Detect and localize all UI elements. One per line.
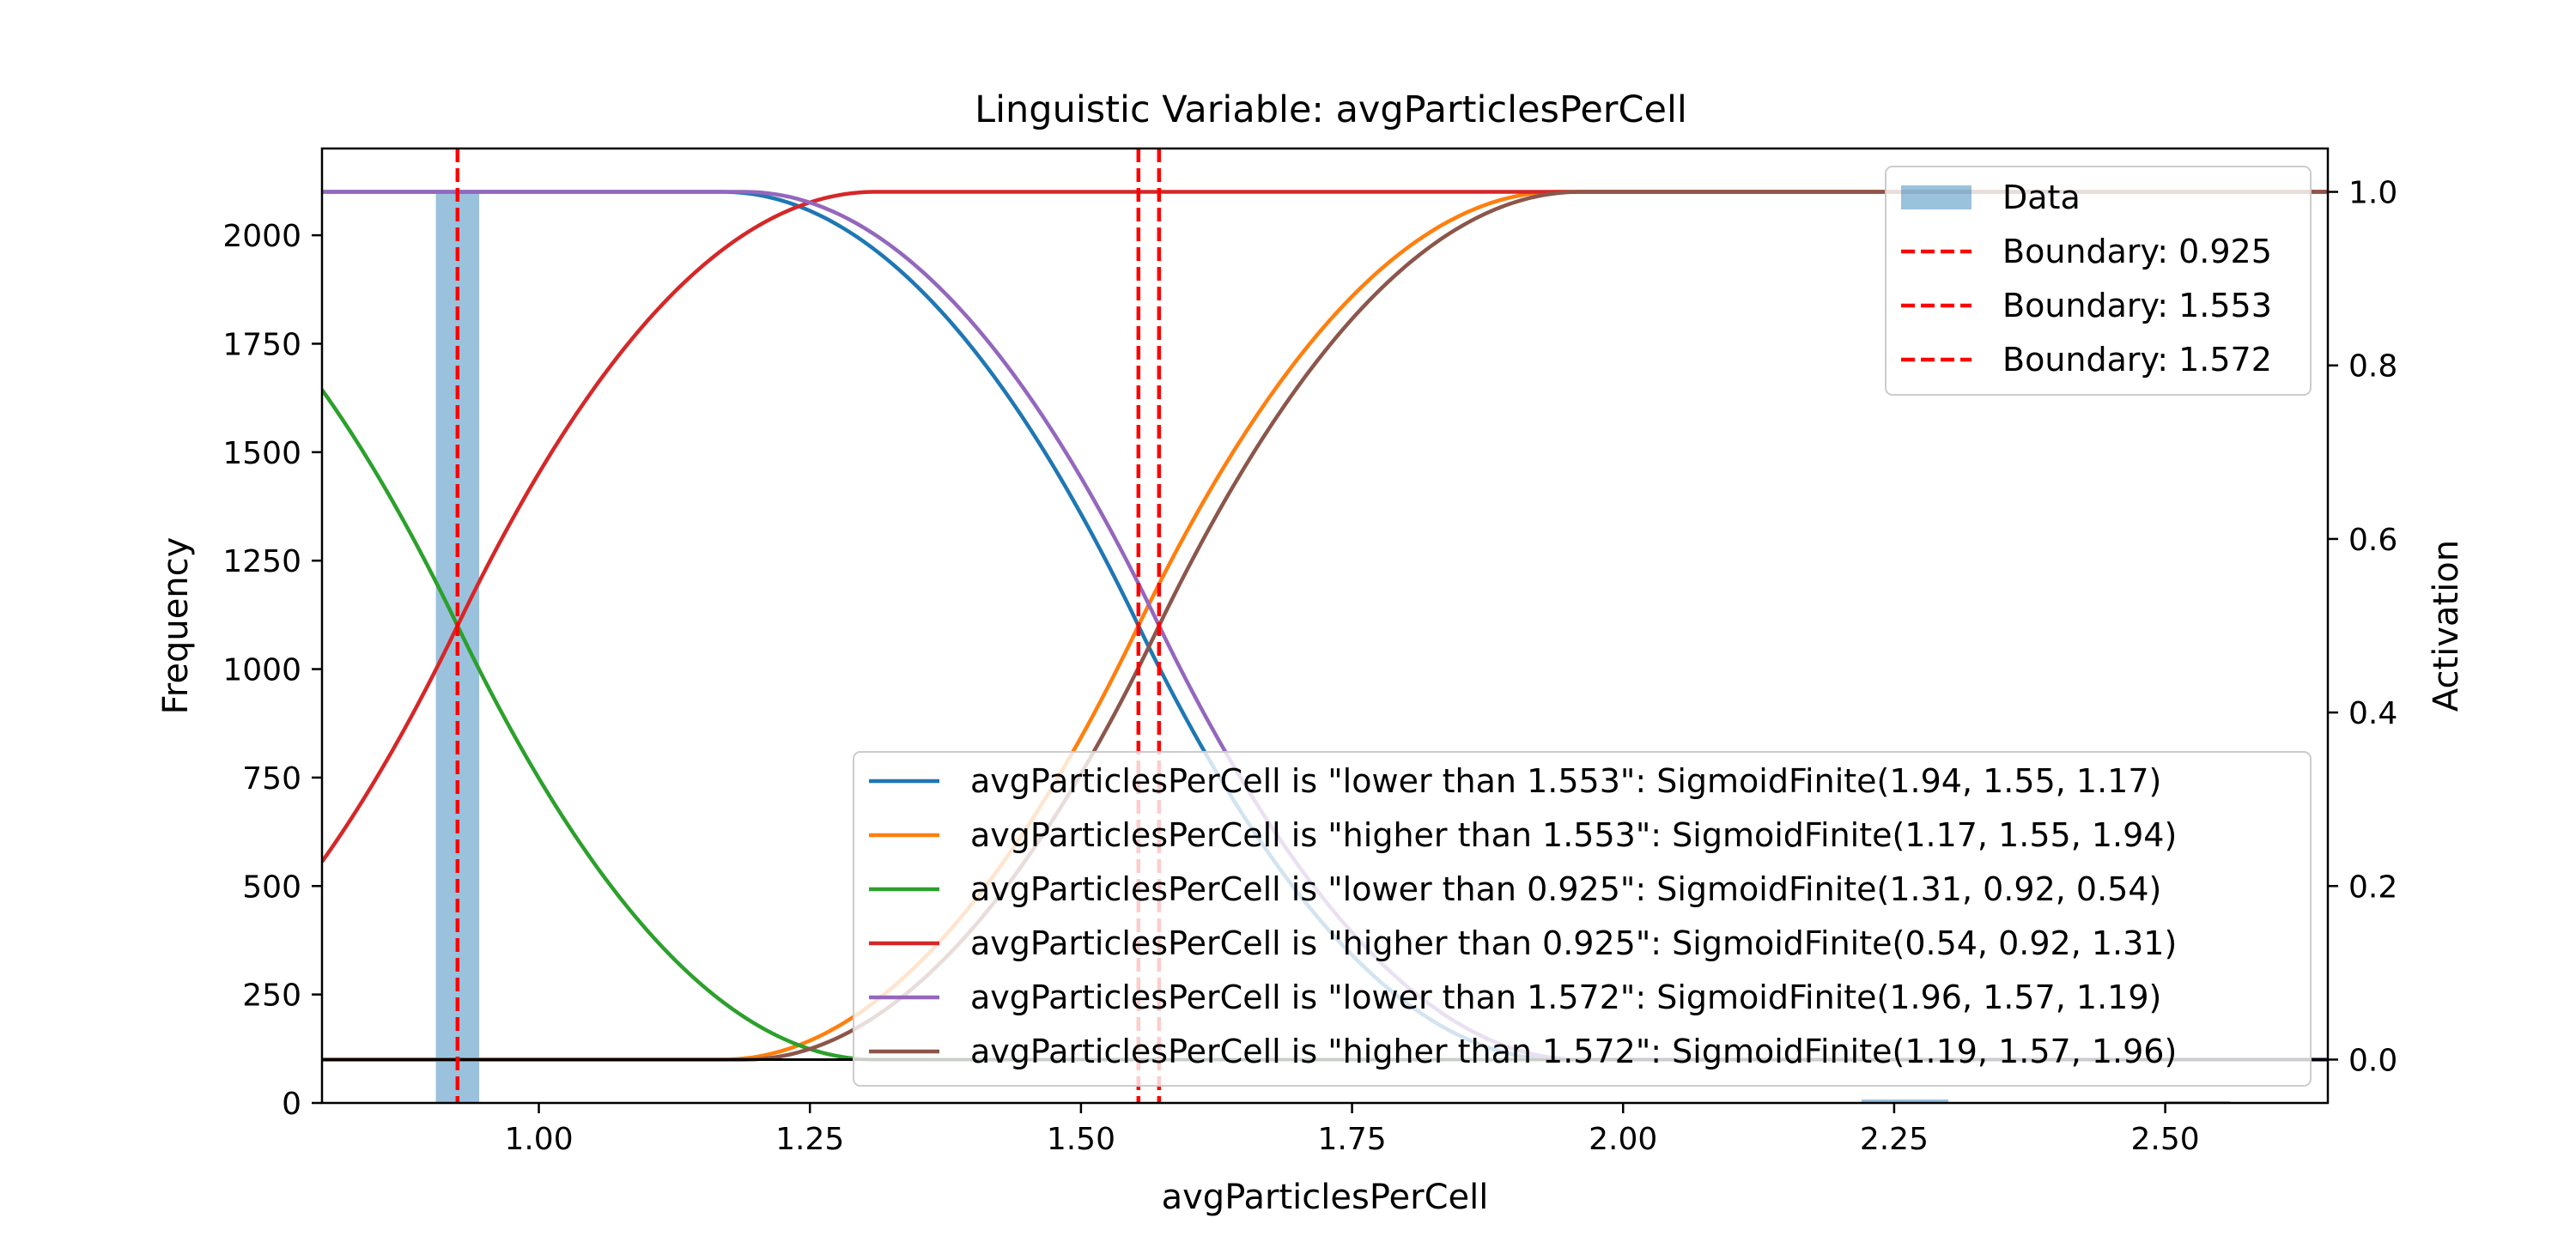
y2-tick-label-2: 0.4: [2348, 696, 2397, 731]
chart-title: Linguistic Variable: avgParticlesPerCell: [975, 88, 1687, 131]
histogram-bar-1: [1862, 1099, 1949, 1103]
y2-tick-label-3: 0.6: [2348, 523, 2397, 558]
legend-series: avgParticlesPerCell is "lower than 1.553…: [853, 751, 2312, 1087]
y2-tick-label-1: 0.2: [2348, 869, 2397, 905]
legend-boundary-label-0: Data: [2002, 179, 2081, 216]
y-tick-label-3: 750: [242, 761, 301, 797]
legend-series-frame: [853, 751, 2312, 1087]
axes-frame: [320, 147, 2330, 1105]
legend-boundaries-frame: [1885, 166, 2312, 396]
x-tick-label-5: 2.25: [1860, 1122, 1929, 1157]
y2-tick-label-5: 1.0: [2348, 176, 2397, 211]
y-axis-label: Frequency: [156, 537, 196, 715]
y-tick-label-4: 1000: [222, 653, 301, 688]
legend-series-label-1: avgParticlesPerCell is "higher than 1.55…: [970, 816, 2177, 854]
legend-series-label-4: avgParticlesPerCell is "lower than 1.572…: [970, 978, 2161, 1016]
y-tick-label-7: 1750: [222, 327, 301, 362]
legend-boundaries: Data Boundary: 0.925 Boundary: 1.553 Bounda…: [1885, 166, 2312, 396]
y-tick-label-1: 250: [242, 978, 301, 1014]
y-tick-label-8: 2000: [222, 219, 301, 254]
legend-series-label-5: avgParticlesPerCell is "higher than 1.57…: [970, 1033, 2177, 1070]
legend-boundary-label-1: Boundary: 0.925: [2002, 233, 2272, 270]
x-axis-label: avgParticlesPerCell: [1162, 1178, 1489, 1217]
y-tick-label-2: 500: [242, 869, 301, 905]
x-tick-label-2: 1.50: [1047, 1122, 1115, 1157]
legend-boundary-label-2: Boundary: 1.553: [2002, 287, 2272, 324]
x-tick-label-3: 1.75: [1317, 1122, 1386, 1157]
x-tick-label-1: 1.25: [775, 1122, 844, 1157]
y-axis-left: 0 250 500 750 1000 1250 1500 1750 2000: [222, 219, 322, 1122]
y2-axis-label: Activation: [2427, 540, 2466, 712]
legend-boundary-label-3: Boundary: 1.572: [2002, 341, 2272, 379]
y-axis-right: 0.0 0.2 0.4 0.6 0.8 1.0: [2328, 176, 2397, 1078]
y-tick-label-0: 0: [282, 1087, 301, 1122]
y-tick-label-6: 1500: [222, 436, 301, 471]
x-tick-label-0: 1.00: [504, 1122, 573, 1157]
y2-tick-label-0: 0.0: [2348, 1043, 2397, 1078]
x-axis: 1.00 1.25 1.50 1.75 2.00 2.25 2.50: [504, 1103, 2200, 1157]
y-tick-label-5: 1250: [222, 544, 301, 579]
x-tick-label-6: 2.50: [2131, 1122, 2200, 1157]
legend-series-label-3: avgParticlesPerCell is "higher than 0.92…: [970, 924, 2177, 962]
legend-series-label-0: avgParticlesPerCell is "lower than 1.553…: [970, 762, 2161, 800]
y2-tick-label-4: 0.8: [2348, 349, 2397, 385]
x-tick-label-4: 2.00: [1589, 1122, 1657, 1157]
legend-series-label-2: avgParticlesPerCell is "lower than 0.925…: [970, 870, 2161, 908]
legend-data-swatch: [1901, 185, 1971, 209]
